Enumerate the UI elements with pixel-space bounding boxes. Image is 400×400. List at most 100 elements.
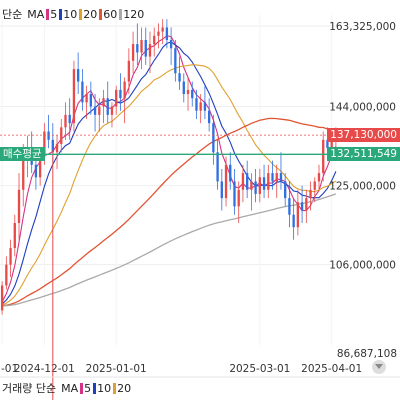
ma-period-label: 60: [103, 7, 118, 21]
candle-body: [0, 285, 4, 311]
candle-body: [140, 39, 143, 53]
ma-toggle-20[interactable]: 20: [79, 8, 97, 21]
moving-average-lines: [1, 35, 337, 307]
candle-body: [131, 44, 135, 61]
candle-body: [9, 248, 12, 265]
candle-body: [153, 35, 156, 45]
chart-grid: [0, 15, 338, 345]
candle-body: [195, 98, 198, 111]
candle-body: [64, 114, 67, 128]
candle-body: [182, 81, 185, 95]
ma-line-5: [1, 35, 337, 303]
volume-ma-toggle-5[interactable]: 5: [80, 382, 91, 395]
candle-body: [309, 189, 312, 199]
candle-body: [89, 94, 92, 107]
y-axis-labels: 163,325,000 144,000,000 125,000,000 106,000…: [329, 21, 396, 272]
ma-color-swatch: [80, 382, 84, 394]
bottom-price-label: 86,687,108: [336, 348, 397, 360]
candle-body: [279, 173, 283, 182]
candle-body: [165, 27, 169, 40]
candle-body: [322, 139, 325, 174]
ma-color-swatch: [46, 8, 50, 20]
candle-body: [13, 223, 16, 249]
ma-color-swatch: [79, 8, 83, 20]
candle-body: [127, 60, 131, 82]
candle-body: [102, 98, 105, 107]
candle-body: [47, 131, 50, 140]
ma-toggle-5[interactable]: 5: [46, 8, 57, 21]
x-tick-label: 2024-12-01: [14, 363, 75, 375]
ma-period-label: 10: [97, 381, 112, 395]
y-tick-label: 106,000,000: [329, 260, 396, 272]
avg-buy-label: 매수평균: [3, 148, 42, 161]
candle-body: [161, 27, 164, 32]
volume-ma-toggle-10[interactable]: 10: [93, 382, 111, 395]
volume-ma-period-list: 5 10 20: [80, 382, 131, 395]
x-tick-label: 2025-01-01: [86, 363, 147, 375]
avg-buy-price: 132,511,549: [330, 148, 397, 161]
candle-body: [237, 189, 240, 207]
volume-ma-toggle-20[interactable]: 20: [113, 382, 131, 395]
candle-body: [212, 123, 215, 153]
ma-color-swatch: [99, 8, 103, 20]
chevron-down-icon: [375, 364, 383, 369]
candle-body: [77, 69, 80, 82]
candle-body: [93, 106, 97, 115]
ma-period-label: 10: [63, 7, 78, 21]
ma-line-120: [2, 193, 337, 307]
candle-body: [233, 181, 236, 207]
candle-body: [98, 106, 101, 115]
candle-body: [305, 198, 308, 211]
candle-body: [267, 173, 270, 190]
ma-toggle-60[interactable]: 60: [99, 8, 117, 21]
candle-body: [169, 39, 173, 49]
ma-line-10: [1, 41, 337, 305]
candle-body: [136, 44, 139, 53]
volume-legend[interactable]: 거래량 단순 MA 5 10 20: [2, 380, 131, 396]
current-price: 137,130,000: [330, 129, 397, 142]
avg-buy-tag: 매수평균: [0, 147, 45, 162]
x-tick-label: -01: [1, 363, 18, 375]
ma-color-swatch: [59, 8, 63, 20]
y-tick-label: 144,000,000: [329, 102, 396, 114]
candle-body: [81, 81, 84, 103]
ma-toggle-120[interactable]: 120: [119, 8, 144, 21]
scroll-to-latest-button[interactable]: [372, 360, 386, 374]
candle-body: [17, 189, 21, 224]
current-price-tag: 137,130,000: [327, 128, 400, 143]
y-tick-label: 163,325,000: [329, 21, 396, 33]
candle-body: [241, 173, 245, 190]
ma-legend-top[interactable]: 단순 MA 5 10 20 60 120: [2, 6, 144, 22]
candle-body: [148, 44, 152, 57]
ma-toggle-10[interactable]: 10: [59, 8, 77, 21]
candle-body: [229, 164, 232, 182]
ma-period-label: 5: [84, 381, 92, 395]
candle-body: [284, 181, 287, 199]
ma-color-swatch: [113, 382, 117, 394]
ma-line-20: [1, 64, 337, 306]
candle-body: [262, 177, 266, 190]
candle-body: [157, 31, 160, 36]
candle-body: [43, 131, 46, 157]
candle-body: [22, 160, 25, 190]
candle-body: [199, 102, 202, 111]
candle-body: [38, 156, 42, 178]
candle-body: [292, 214, 295, 228]
candle-body: [123, 81, 126, 99]
candle-body: [5, 264, 8, 286]
volume-legend-title: 거래량 단순: [2, 382, 57, 395]
candle-body: [258, 177, 261, 194]
candle-body: [191, 89, 194, 99]
candle-body: [313, 181, 316, 190]
candle-body: [300, 202, 304, 211]
candle-body: [85, 94, 88, 103]
candle-body: [144, 39, 147, 57]
candle-body: [106, 98, 109, 115]
candle-body: [216, 152, 219, 182]
candle-body: [178, 73, 181, 82]
candle-body: [72, 69, 76, 124]
candle-body: [275, 173, 278, 182]
y-tick-label: 125,000,000: [329, 181, 396, 193]
ma-period-label: 120: [123, 7, 145, 21]
